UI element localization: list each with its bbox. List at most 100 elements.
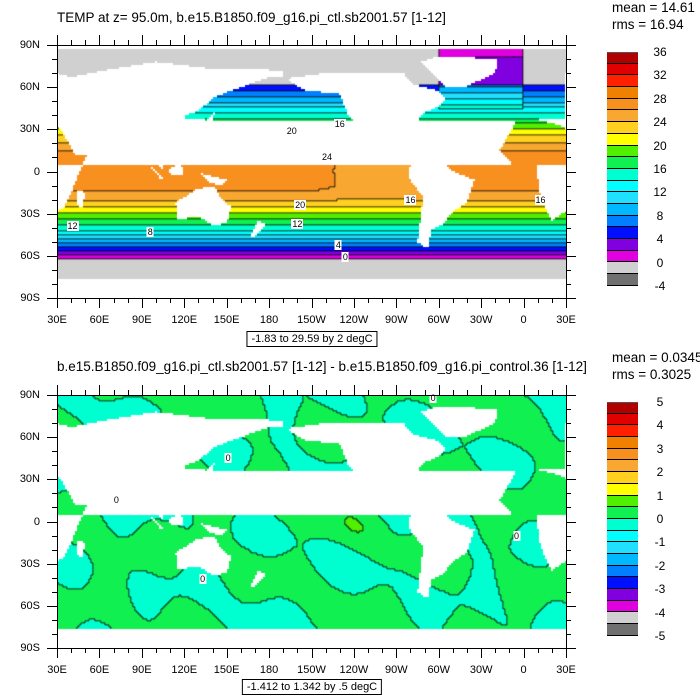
contour-label: 0 xyxy=(429,392,437,403)
x-tick xyxy=(127,298,129,303)
x-tick xyxy=(410,648,412,653)
x-tick xyxy=(141,385,143,395)
x-tick xyxy=(184,385,186,395)
colorbar-box xyxy=(607,168,638,181)
x-tick xyxy=(57,35,58,45)
contour-label: 12 xyxy=(291,218,304,229)
x-tick xyxy=(438,385,440,395)
y-tick xyxy=(47,87,57,89)
x-tick xyxy=(155,40,157,45)
y-tick xyxy=(566,507,571,509)
colorbar-box xyxy=(607,553,638,566)
x-tick xyxy=(509,390,511,395)
info-label: -1.83 to 29.59 by 2 degC xyxy=(246,331,378,347)
x-tick xyxy=(495,648,497,653)
colorbar-label: 16 xyxy=(653,162,667,176)
x-tick xyxy=(283,298,285,303)
x-tick xyxy=(566,35,567,45)
y-tick xyxy=(566,577,571,579)
colorbar-box xyxy=(607,565,638,578)
x-tick xyxy=(113,298,115,303)
y-tick xyxy=(52,269,57,271)
y-tick xyxy=(566,535,571,537)
y-tick xyxy=(566,493,571,495)
colorbar-label: -3 xyxy=(654,582,666,597)
x-tick xyxy=(297,40,299,45)
x-tick xyxy=(438,648,440,658)
x-tick xyxy=(297,390,299,395)
x-tick-label: 60E xyxy=(89,664,110,676)
x-tick xyxy=(551,390,553,395)
x-tick xyxy=(523,298,525,308)
x-tick xyxy=(240,40,242,45)
x-tick xyxy=(523,35,525,45)
colorbar-label: 36 xyxy=(653,45,667,59)
x-tick-label: 30E xyxy=(47,664,67,676)
x-tick xyxy=(113,648,115,653)
colorbar-box xyxy=(607,402,638,414)
contour-label: 8 xyxy=(146,226,154,237)
x-tick xyxy=(155,298,157,303)
x-tick xyxy=(325,40,327,45)
x-tick xyxy=(99,298,101,308)
mean-value: mean = 14.61 xyxy=(612,0,695,15)
contour-label: 24 xyxy=(321,152,334,163)
x-tick xyxy=(325,648,327,653)
x-tick xyxy=(551,648,553,653)
x-tick xyxy=(269,648,271,658)
x-tick xyxy=(127,390,129,395)
y-tick xyxy=(52,115,57,117)
colorbar-box xyxy=(607,87,638,99)
x-tick xyxy=(127,40,129,45)
x-tick-label: 30W xyxy=(469,314,493,326)
colorbar-label: 4 xyxy=(656,232,664,247)
colorbar-box xyxy=(607,413,638,426)
x-tick xyxy=(452,648,454,653)
x-tick xyxy=(269,298,271,308)
colorbar-box xyxy=(607,495,638,508)
x-tick xyxy=(170,40,172,45)
y-tick xyxy=(566,115,571,117)
contour-label: 0 xyxy=(199,574,207,585)
map-title: TEMP at z= 95.0m, b.e15.B1850.f09_g16.pi… xyxy=(57,10,446,25)
x-tick xyxy=(382,298,384,303)
y-tick-label: 90S xyxy=(20,292,40,304)
x-tick-label: 30W xyxy=(469,664,493,676)
difference-map-panel: b.e15.B1850.f09_g16.pi_ctl.sb2001.57 [1-… xyxy=(0,350,700,700)
colorbar-box xyxy=(607,145,638,158)
y-tick xyxy=(47,437,57,439)
x-tick xyxy=(240,298,242,303)
colorbar-box xyxy=(607,448,638,461)
y-tick xyxy=(52,143,57,145)
x-tick xyxy=(481,648,483,658)
x-tick xyxy=(410,298,412,303)
colorbar-label: 5 xyxy=(656,395,664,409)
y-tick xyxy=(566,241,571,243)
x-tick xyxy=(226,298,228,308)
x-tick xyxy=(85,298,87,303)
y-tick xyxy=(52,577,57,579)
x-tick xyxy=(566,648,567,658)
colorbar-box xyxy=(607,52,638,64)
x-tick xyxy=(495,40,497,45)
x-tick xyxy=(85,390,87,395)
contour-label: 16 xyxy=(404,194,417,205)
colorbar-label: 3 xyxy=(656,441,664,456)
x-tick xyxy=(212,648,214,653)
colorbar-label: 0 xyxy=(656,255,664,270)
colorbar-label: 1 xyxy=(656,488,664,503)
y-tick xyxy=(52,73,57,75)
colorbar-box xyxy=(607,507,638,519)
x-tick xyxy=(170,648,172,653)
x-tick xyxy=(481,385,483,395)
x-tick xyxy=(57,298,58,308)
colorbar-box xyxy=(607,239,638,251)
y-tick xyxy=(52,59,57,61)
colorbar-label: -4 xyxy=(654,605,666,620)
x-tick xyxy=(339,40,341,45)
y-tick xyxy=(47,563,57,565)
y-tick xyxy=(566,101,571,103)
x-tick xyxy=(537,648,539,653)
x-tick xyxy=(226,648,228,658)
y-tick xyxy=(47,479,57,481)
